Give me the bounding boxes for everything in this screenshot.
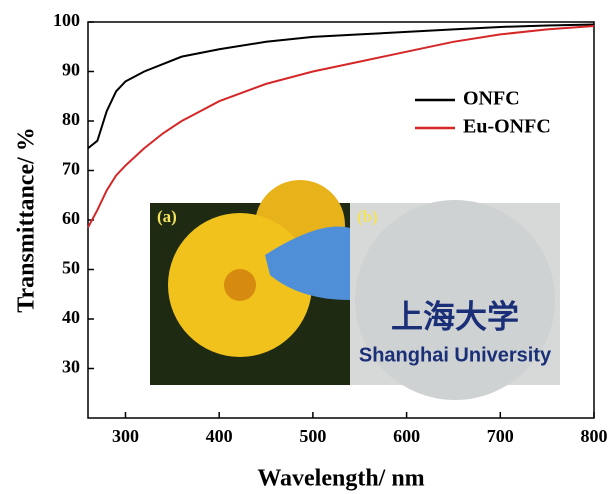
x-tick-label: 400: [206, 426, 233, 446]
inset-label: (b): [357, 207, 378, 226]
y-tick-label: 30: [62, 357, 80, 377]
inset-label: (a): [157, 207, 177, 226]
y-tick-label: 60: [62, 208, 80, 228]
flower-center: [224, 269, 256, 301]
photo-text: Shanghai University: [359, 344, 552, 366]
x-tick-label: 500: [299, 426, 326, 446]
y-tick-label: 50: [62, 258, 80, 278]
x-tick-label: 300: [112, 426, 139, 446]
chart: (a) (b) 上海大学 Shanghai University Wavelen…: [0, 0, 611, 494]
x-tick-label: 800: [581, 426, 608, 446]
x-tick-label: 700: [487, 426, 514, 446]
inset-photos: [150, 180, 560, 400]
y-tick-label: 70: [62, 159, 80, 179]
x-tick-label: 600: [393, 426, 420, 446]
legend-label: Eu-ONFC: [463, 116, 551, 138]
y-tick-label: 90: [62, 60, 80, 80]
x-axis-label: Wavelength/ nm: [257, 466, 424, 492]
y-tick-label: 80: [62, 109, 80, 129]
y-axis-label: Transmittance/ %: [14, 127, 40, 313]
y-tick-label: 40: [62, 307, 80, 327]
photo-text: 上海大学: [391, 298, 519, 334]
y-tick-label: 100: [53, 10, 80, 30]
legend-label: ONFC: [463, 88, 520, 110]
